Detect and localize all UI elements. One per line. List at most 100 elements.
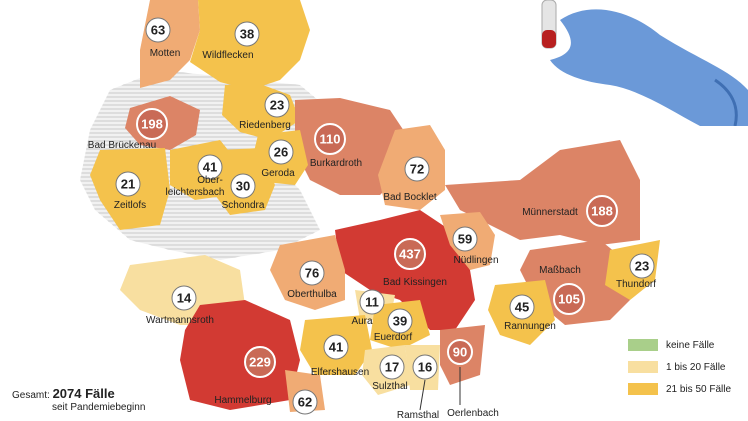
count-circle — [264, 92, 290, 118]
count-circle — [379, 354, 405, 380]
case-count: 110 — [320, 132, 341, 147]
municipality-name: Oerlenbach — [447, 408, 499, 419]
municipality-marker: 229 Hammelburg — [214, 346, 276, 406]
municipality-marker: 26 Geroda — [261, 139, 295, 179]
count-circle — [230, 173, 256, 199]
municipality-name: Aura — [351, 316, 373, 327]
count-circle — [244, 346, 276, 378]
legend-label: 21 bis 50 Fälle — [666, 383, 732, 395]
total-value: 2074 Fälle — [52, 386, 115, 401]
municipality-marker: 90 Oerlenbach — [447, 339, 499, 419]
case-count: 72 — [410, 162, 424, 177]
case-count: 23 — [635, 259, 649, 274]
case-count: 437 — [399, 247, 421, 262]
municipality-name: Burkardroth — [310, 158, 362, 169]
leader-line — [419, 379, 426, 411]
case-count: 63 — [151, 23, 165, 38]
case-count: 62 — [298, 395, 312, 410]
municipality-marker: 23 Thundorf — [616, 253, 656, 290]
municipality-name: Hammelburg — [214, 395, 271, 406]
municipality-marker: 198 Bad Brückenau — [88, 108, 168, 151]
case-count: 11 — [365, 295, 379, 310]
count-circle — [629, 253, 655, 279]
count-circle — [553, 283, 585, 315]
case-count: 14 — [177, 291, 192, 306]
municipality-name: Bad Kissingen — [383, 277, 447, 288]
municipality-name: Elfershausen — [311, 367, 369, 378]
municipality-marker: 105 Maßbach — [539, 265, 585, 315]
municipality-marker: 23 Riedenberg — [239, 92, 291, 131]
municipality-marker: 14 Wartmannsroth — [146, 285, 214, 326]
municipality-marker: 188 Münnerstadt — [522, 195, 618, 227]
municipality-name: Bad Brückenau — [88, 140, 156, 151]
total-cases: Gesamt: 2074 Fälle seit Pandemiebeginn — [12, 386, 146, 414]
total-subtitle: seit Pandemiebeginn — [52, 402, 146, 413]
legend-label: 1 bis 20 Fälle — [666, 361, 726, 373]
municipality-marker: 437 Bad Kissingen — [383, 238, 447, 288]
legend-swatch — [628, 383, 658, 395]
municipality-name: Ober- — [197, 175, 223, 186]
case-count: 41 — [203, 160, 217, 175]
region-bad-kissingen — [335, 210, 475, 330]
count-circle — [387, 308, 413, 334]
case-count: 21 — [121, 177, 135, 192]
case-count: 39 — [393, 314, 407, 329]
legend-swatch — [628, 339, 658, 351]
municipality-name-line2: leichtersbach — [166, 187, 225, 198]
municipality-name: Ramsthal — [397, 410, 439, 421]
municipality-name: Euerdorf — [374, 332, 413, 343]
municipality-marker: 45 Rannungen — [504, 294, 556, 332]
count-circle — [359, 289, 385, 315]
count-circle — [234, 21, 260, 47]
case-count: 188 — [591, 204, 613, 219]
municipality-name: Schondra — [222, 200, 265, 211]
case-count: 17 — [385, 360, 399, 375]
municipality-name: Oberthulba — [287, 289, 337, 300]
municipality-marker: 110 Burkardroth — [310, 123, 362, 169]
municipality-name: Rannungen — [504, 321, 556, 332]
count-circle — [292, 389, 318, 415]
municipality-marker: 38 Wildflecken — [202, 21, 260, 61]
municipality-name: Wartmannsroth — [146, 315, 214, 326]
case-count: 41 — [329, 340, 343, 355]
case-count: 30 — [236, 179, 250, 194]
count-circle — [136, 108, 168, 140]
municipality-marker: 17 Sulzthal — [372, 354, 408, 392]
municipality-name: Motten — [150, 48, 181, 59]
case-count: 90 — [453, 345, 467, 360]
case-count: 16 — [418, 360, 432, 375]
legend-item: keine Fälle — [628, 334, 748, 356]
municipality-name: Bad Bocklet — [383, 192, 437, 203]
case-count: 26 — [274, 145, 288, 160]
count-circle — [299, 260, 325, 286]
legend-label: keine Fälle — [666, 339, 715, 351]
municipality-marker: 72 Bad Bocklet — [383, 156, 437, 203]
municipality-marker: 62 — [292, 389, 318, 415]
legend-item: 21 bis 50 Fälle — [628, 378, 748, 400]
municipality-marker: 39 Euerdorf — [374, 308, 413, 343]
case-count: 59 — [458, 232, 472, 247]
municipality-marker: 11 Aura — [351, 289, 385, 327]
count-circle — [268, 139, 294, 165]
legend-item: 1 bis 20 Fälle — [628, 356, 748, 378]
municipality-name: Zeitlofs — [114, 200, 146, 211]
count-circle — [115, 171, 141, 197]
municipality-marker: 30 Schondra — [222, 173, 265, 211]
municipality-marker: 41 Elfershausen — [311, 334, 369, 378]
case-count: 76 — [305, 266, 319, 281]
municipality-name: Riedenberg — [239, 120, 291, 131]
case-count: 45 — [515, 300, 529, 315]
municipality-marker: 76 Oberthulba — [287, 260, 337, 300]
municipality-name: Nüdlingen — [453, 255, 498, 266]
count-circle — [197, 154, 223, 180]
region-hammelburg — [180, 300, 300, 410]
municipality-name: Geroda — [261, 168, 295, 179]
count-circle — [586, 195, 618, 227]
count-circle — [394, 238, 426, 270]
municipality-name: Sulzthal — [372, 381, 408, 392]
municipality-marker: 63 Motten — [145, 17, 181, 59]
case-count: 229 — [249, 355, 271, 370]
case-count: 38 — [240, 27, 254, 42]
